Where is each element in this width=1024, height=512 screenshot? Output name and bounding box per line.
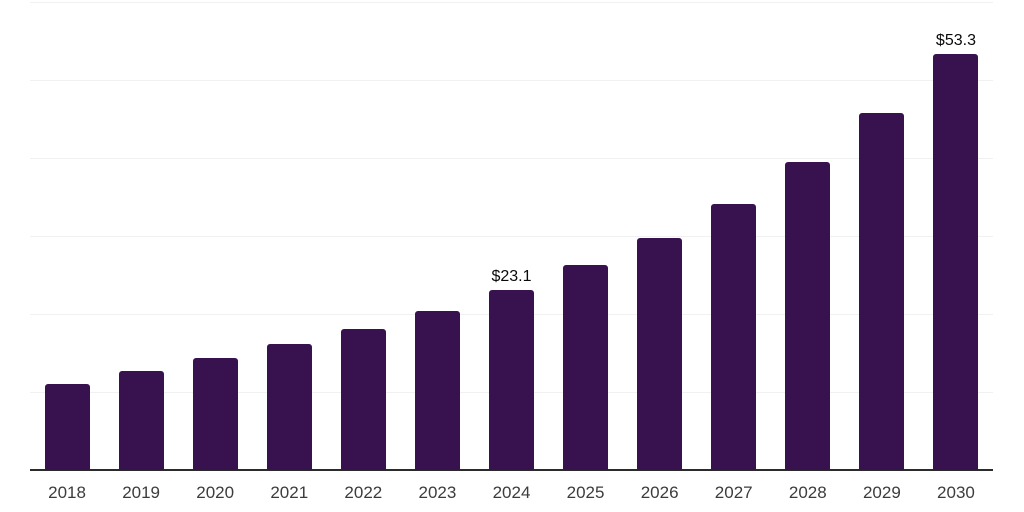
x-tick-label-2029: 2029 — [862, 483, 901, 502]
bar-2026 — [637, 237, 683, 470]
gridline-50 — [30, 80, 993, 81]
gridline-30 — [30, 236, 993, 237]
x-tick-label-2020: 2020 — [196, 483, 235, 502]
x-tick-label-2019: 2019 — [122, 483, 161, 502]
bar-2028 — [785, 161, 831, 470]
bar-2019 — [118, 370, 164, 470]
x-tick-label-2021: 2021 — [270, 483, 309, 502]
x-tick-label-2028: 2028 — [788, 483, 827, 502]
x-tick-label-2022: 2022 — [344, 483, 383, 502]
bar-value-label-2030: $53.3 — [935, 32, 976, 50]
bar-2022 — [340, 328, 386, 470]
x-tick-label-2018: 2018 — [48, 483, 86, 502]
bar-2021 — [266, 343, 312, 470]
x-tick-label-2027: 2027 — [714, 483, 753, 502]
x-tick-label-2023: 2023 — [418, 483, 457, 502]
bar-2023 — [414, 310, 460, 470]
gridline-40 — [30, 158, 993, 159]
bar-2018 — [44, 384, 90, 470]
x-tick-label-2026: 2026 — [640, 483, 679, 502]
bar-2020 — [192, 358, 238, 470]
bar-2024 — [489, 289, 534, 470]
bar-2030 — [933, 54, 979, 470]
bar-2027 — [711, 204, 757, 470]
bar-2025 — [563, 264, 609, 470]
x-tick-label-2030: 2030 — [937, 483, 975, 502]
x-axis-line — [30, 469, 993, 471]
bar-2029 — [859, 112, 905, 470]
bar-value-label-2024: $23.1 — [491, 267, 532, 285]
gridline-60 — [30, 2, 993, 3]
x-tick-label-2024: 2024 — [492, 483, 531, 502]
x-tick-label-2025: 2025 — [566, 483, 605, 502]
